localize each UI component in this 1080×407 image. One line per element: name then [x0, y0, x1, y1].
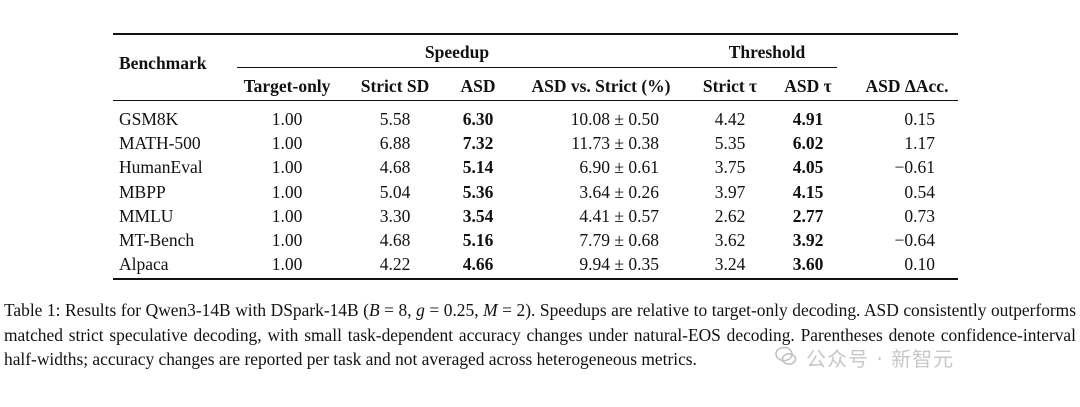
cell-target-only: 1.00: [271, 230, 303, 250]
header-target-only: Target-only: [243, 76, 331, 96]
top-rule: [113, 33, 958, 35]
bottom-rule: [113, 278, 958, 280]
cell-asd-vs-strict: 7.79 ± 0.68: [579, 230, 659, 250]
cell-asd-vs-strict: 11.73 ± 0.38: [571, 133, 659, 154]
cell-strict-sd: 3.30: [379, 205, 411, 226]
cell-asd-delta-acc: 0.10: [904, 254, 935, 275]
cell-benchmark: Alpaca: [119, 254, 169, 275]
cell-asd-tau: 2.77: [792, 205, 824, 226]
header-benchmark: Benchmark: [119, 53, 207, 73]
cell-asd-tau: 4.91: [792, 109, 824, 129]
header-asd-delta-acc: ASD ΔAcc.: [865, 76, 949, 96]
cell-target-only: 1.00: [271, 157, 303, 178]
cell-strict-tau: 4.42: [714, 109, 746, 129]
caption-eq-b: = 8,: [379, 300, 417, 320]
speedup-cmidrule: [237, 67, 792, 68]
cell-benchmark: GSM8K: [119, 109, 179, 129]
cell-strict-sd: 6.88: [379, 133, 411, 154]
cell-asd-delta-acc: 0.15: [904, 109, 935, 129]
cell-asd-tau: 6.02: [792, 133, 824, 154]
threshold-cmidrule: [697, 67, 837, 68]
cell-asd-tau: 4.05: [792, 157, 824, 178]
cell-strict-sd: 4.22: [379, 254, 411, 275]
cell-target-only: 1.00: [271, 254, 303, 275]
cell-strict-tau: 3.97: [714, 181, 746, 202]
cell-asd-delta-acc: 0.73: [904, 205, 935, 226]
cell-asd: 6.30: [462, 109, 494, 129]
cell-asd: 5.36: [462, 181, 494, 202]
header-asd: ASD: [460, 76, 496, 96]
cell-asd-vs-strict: 3.64 ± 0.26: [579, 181, 659, 202]
cell-asd-delta-acc: 0.54: [904, 181, 935, 202]
cell-asd-delta-acc: −0.64: [894, 230, 936, 250]
cell-strict-sd: 5.58: [379, 109, 411, 129]
header-strict-tau: Strict τ: [702, 76, 758, 96]
cell-strict-sd: 4.68: [379, 230, 411, 250]
cell-asd-tau: 4.15: [792, 181, 824, 202]
caption-param-m: M: [483, 300, 498, 320]
cell-strict-tau: 3.24: [714, 254, 746, 275]
cell-target-only: 1.00: [271, 109, 303, 129]
cell-asd: 7.32: [462, 133, 494, 154]
header-group-speedup: Speedup: [424, 42, 490, 62]
cell-asd-delta-acc: 1.17: [904, 133, 935, 154]
wechat-logo-icon: [775, 346, 797, 365]
cell-benchmark: HumanEval: [119, 157, 203, 178]
cell-strict-sd: 5.04: [379, 181, 411, 202]
cell-target-only: 1.00: [271, 181, 303, 202]
header-asd-tau: ASD τ: [784, 76, 832, 96]
cell-asd-vs-strict: 9.94 ± 0.35: [579, 254, 659, 275]
cell-asd: 5.16: [462, 230, 494, 250]
cell-strict-tau: 2.62: [714, 205, 746, 226]
cell-benchmark: MBPP: [119, 181, 166, 202]
caption-eq-g: = 0.25,: [424, 300, 484, 320]
cell-asd-tau: 3.92: [792, 230, 824, 250]
caption-eq-m: = 2). Speedups are relative to target-on…: [497, 300, 861, 320]
caption-line1-a: Table 1: Results for Qwen3-14B with DSpa…: [4, 300, 369, 320]
header-asd-vs-strict: ASD vs. Strict (%): [531, 76, 671, 96]
watermark-text: 公众号 · 新智元: [806, 347, 955, 371]
cell-benchmark: MMLU: [119, 205, 174, 226]
cell-target-only: 1.00: [271, 133, 303, 154]
cell-strict-tau: 3.62: [714, 230, 746, 250]
cell-strict-sd: 4.68: [379, 157, 411, 178]
cell-asd-tau: 3.60: [792, 254, 824, 275]
cell-asd-delta-acc: −0.61: [894, 157, 936, 178]
cell-target-only: 1.00: [271, 205, 303, 226]
cell-asd: 5.14: [462, 157, 494, 178]
header-strict-sd: Strict SD: [360, 76, 430, 96]
cell-asd-vs-strict: 10.08 ± 0.50: [570, 109, 659, 129]
cell-benchmark: MT-Bench: [119, 230, 195, 250]
table-caption: Table 1: Results for Qwen3-14B with DSpa…: [4, 298, 1076, 372]
cell-asd: 4.66: [462, 254, 494, 275]
header-group-threshold: Threshold: [728, 42, 806, 62]
cell-asd: 3.54: [462, 205, 494, 226]
caption-param-b: B: [368, 300, 380, 320]
cell-asd-vs-strict: 4.41 ± 0.57: [579, 205, 659, 226]
cell-asd-vs-strict: 6.90 ± 0.61: [579, 157, 659, 178]
cell-strict-tau: 5.35: [714, 133, 746, 154]
cell-benchmark: MATH-500: [119, 133, 201, 154]
caption-param-g: g: [416, 300, 425, 320]
header-rule: [113, 100, 958, 101]
caption-rest: ASD consistently outperforms matched str…: [4, 300, 1076, 370]
cell-strict-tau: 3.75: [714, 157, 746, 178]
